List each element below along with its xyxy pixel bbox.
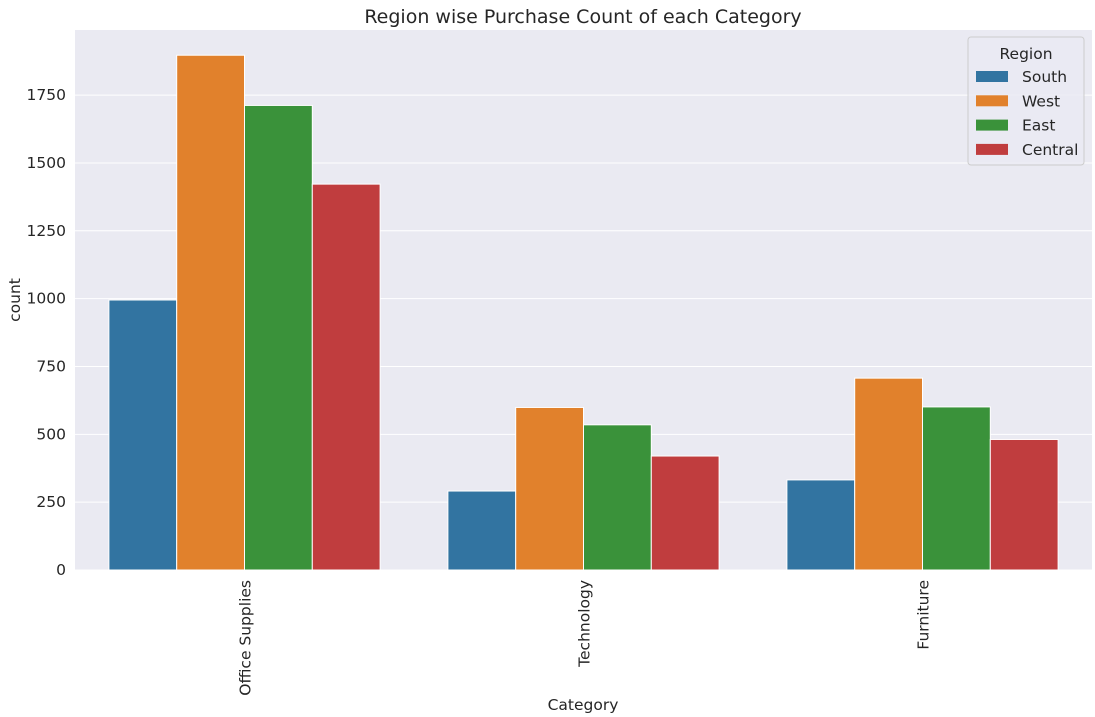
legend-swatch-east xyxy=(976,119,1008,131)
bar-east-1 xyxy=(583,424,652,571)
y-tick-label: 1500 xyxy=(27,154,66,172)
bar-central-0 xyxy=(311,183,381,571)
y-tick-label: 0 xyxy=(56,561,66,579)
legend-label-west: West xyxy=(1022,92,1060,110)
x-tick-label: Technology xyxy=(576,580,594,668)
legend-swatch-central xyxy=(976,143,1008,155)
chart-title: Region wise Purchase Count of each Categ… xyxy=(364,6,801,28)
y-tick-label: 1250 xyxy=(27,222,66,240)
y-tick-label: 250 xyxy=(36,493,66,511)
y-tick-label: 1750 xyxy=(27,86,66,104)
legend-frame xyxy=(967,36,1085,166)
bar-south-1 xyxy=(447,490,517,571)
bar-south-0 xyxy=(108,299,178,571)
legend-swatch-south xyxy=(976,71,1008,82)
x-tick-label: Furniture xyxy=(915,580,933,650)
y-tick-label: 500 xyxy=(36,425,66,443)
legend-label-central: Central xyxy=(1022,141,1078,159)
x-tick-label: Office Supplies xyxy=(237,580,255,696)
y-tick-labels: 0 250 500 750 1000 1250 1500 1750 xyxy=(27,86,66,579)
bar-south-2 xyxy=(786,479,856,571)
legend: Region South West East Central xyxy=(967,36,1085,166)
bars xyxy=(108,54,1059,571)
y-tick-label: 750 xyxy=(36,357,66,375)
legend-title: Region xyxy=(999,45,1052,63)
bar-east-2 xyxy=(922,406,991,571)
y-axis-label: count xyxy=(6,278,24,322)
bar-central-1 xyxy=(650,455,720,571)
legend-label-east: East xyxy=(1022,117,1055,135)
legend-label-south: South xyxy=(1022,68,1067,86)
legend-swatch-west xyxy=(976,95,1008,107)
x-axis-label: Category xyxy=(548,696,619,714)
x-tick-labels: Office Supplies Technology Furniture xyxy=(237,580,933,696)
bar-west-0 xyxy=(176,54,245,571)
bar-central-2 xyxy=(989,438,1059,571)
bar-west-1 xyxy=(515,406,585,571)
bar-west-2 xyxy=(854,377,924,571)
bar-east-0 xyxy=(244,104,313,571)
y-tick-label: 1000 xyxy=(27,290,66,308)
